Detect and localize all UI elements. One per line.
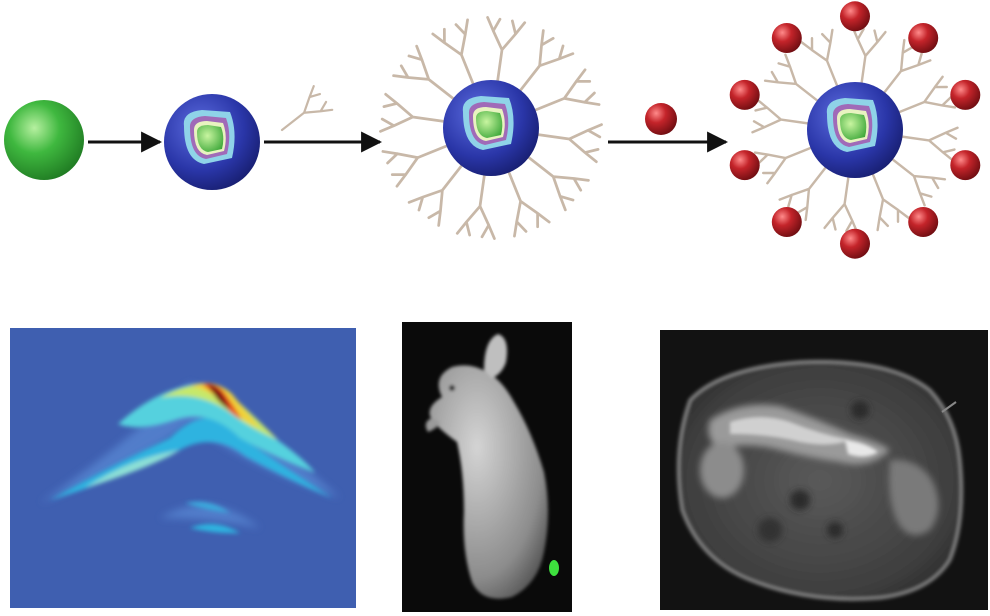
plain-nanoparticle: [4, 100, 84, 180]
dendron-branch: [895, 118, 959, 162]
synthesis-scheme: [4, 1, 981, 259]
fluorescence-hotspot: [549, 560, 559, 576]
payload-sphere: [950, 150, 981, 181]
payload-sphere: [771, 23, 802, 53]
dendron-branch: [477, 16, 527, 89]
dendron-branch: [379, 92, 452, 142]
whole-body-fluorescence-mouse: [402, 322, 572, 612]
dendron-branch: [751, 98, 815, 142]
payload-sphere: [908, 23, 939, 53]
payload-sphere: [840, 228, 870, 259]
dendrimer-coated-nanoparticle: [379, 16, 603, 240]
core-shell-nanoparticle: [164, 94, 260, 190]
dendron-branch: [530, 114, 603, 164]
payload-sphere: [950, 79, 981, 110]
fluorescence-image-panel: [402, 322, 572, 612]
probe-line: [941, 401, 957, 413]
dendron-reagent: [271, 85, 334, 143]
payload-spheres: [729, 1, 981, 259]
mri-image-panel: [660, 330, 988, 610]
payload-sphere: [729, 150, 760, 181]
photoacoustic-heatmap: [10, 328, 356, 608]
dendron-branch: [843, 26, 887, 90]
payload-sphere: [771, 207, 802, 237]
payload-sphere: [908, 207, 939, 237]
mri-cross-section: [660, 330, 988, 610]
photoacoustic-image-panel: [10, 328, 356, 608]
payload-sphere: [840, 1, 870, 32]
mouse-silhouette: [425, 334, 548, 599]
payload-loaded-nanoparticle: [729, 1, 981, 259]
payload-sphere: [729, 79, 760, 110]
dendron-branch: [455, 167, 505, 240]
dendron-branch: [823, 170, 867, 234]
payload-reagent-sphere: [645, 103, 677, 135]
